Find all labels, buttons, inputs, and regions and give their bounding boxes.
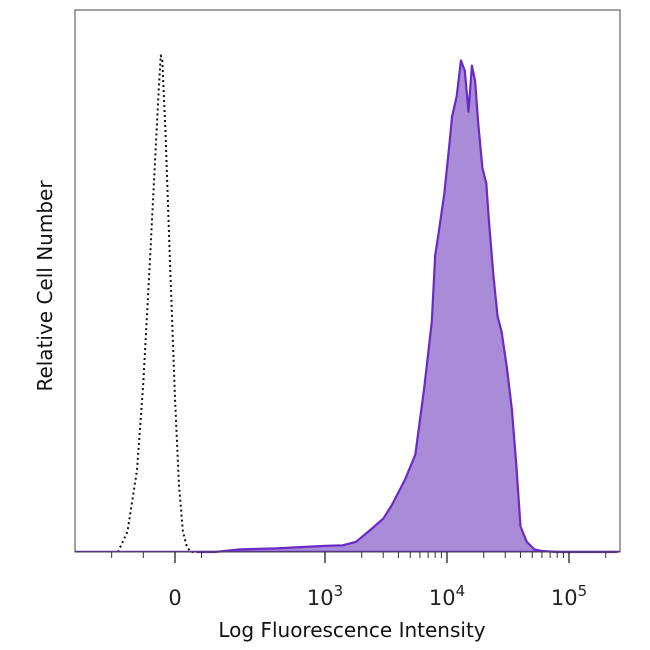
plot-frame	[74, 9, 621, 553]
y-axis-title: Relative Cell Number	[33, 180, 57, 392]
x-axis: 0 103 104 105	[111, 552, 607, 610]
stained-histogram-line	[196, 59, 618, 554]
stained-histogram-fill	[196, 60, 618, 552]
x-tick-label: 105	[551, 582, 587, 610]
x-tick-label: 103	[307, 582, 343, 610]
x-axis-title: Log Fluorescence Intensity	[218, 618, 485, 642]
x-tick-label: 104	[429, 582, 465, 610]
plot-area	[75, 54, 620, 554]
control-histogram-line	[117, 54, 194, 553]
x-tick-label: 0	[168, 586, 181, 610]
